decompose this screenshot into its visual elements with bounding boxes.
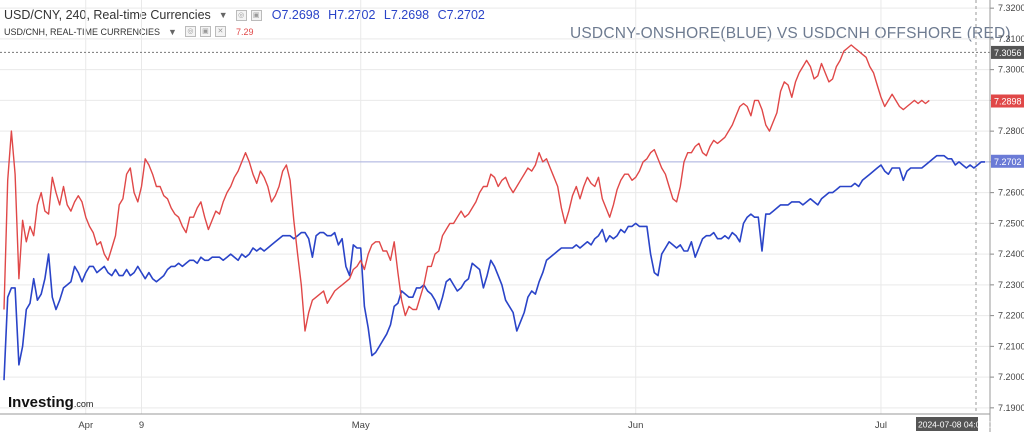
y-tick-label: 7.2800 [998,126,1024,136]
high-value: H7.2702 [328,8,376,22]
crosshair-date-bg [916,417,978,431]
crosshair-date-label: 2024-07-08 04:00:00 [918,420,997,430]
y-tick-label: 7.2000 [998,372,1024,382]
x-tick-label: Jun [628,420,643,431]
y-tick-label: 7.2100 [998,341,1024,351]
y-tick-label: 7.2300 [998,280,1024,290]
usdcnh-last-price-label: 7.2898 [994,97,1022,107]
chart-title: USDCNY-ONSHORE(BLUE) VS USDCNH OFFSHORE … [570,25,1011,42]
comparison-symbol[interactable]: USD/CNH, REAL-TIME CURRENCIES [4,26,161,37]
open-value: O7.2698 [271,8,320,22]
y-tick-label: 7.1900 [998,403,1024,413]
comparison-row: USD/CNH, REAL-TIME CURRENCIES ▼ ◎ ▣ ✕ 7.… [4,26,253,37]
reference-price-label-bg [991,45,1024,59]
close-icon[interactable]: ✕ [214,26,226,37]
hide-icon[interactable]: ▣ [250,9,262,21]
reference-price-label: 7.3056 [994,48,1022,58]
investing-logo: Investing.com [8,394,94,411]
chart-header: USD/CNY, 240, Real-time Currencies ▼ ◎ ▣… [0,0,990,44]
close-value: C7.2702 [437,8,485,22]
settings-icon[interactable]: ◎ [184,26,196,37]
ohlc-values: O7.2698 H7.2702 L7.2698 C7.2702 [272,8,490,22]
series-line-usdcnh [3,44,930,332]
x-tick-label: 9 [139,420,144,431]
comparison-value: 7.29 [235,26,254,37]
symbol-row: USD/CNY, 240, Real-time Currencies ▼ ◎ ▣… [4,8,490,22]
low-value: L7.2698 [383,8,430,22]
usdcny-last-price-label-bg [991,154,1024,168]
x-tick-label: Apr [78,420,93,431]
x-tick-label: May [352,420,370,431]
price-axis: 7.1900 7.2000 7.2100 7.2200 7.2300 7.2400 7.25… [989,0,1024,432]
chevron-down-icon[interactable]: ▼ [168,26,177,37]
y-tick-label: 7.2200 [998,311,1024,321]
y-tick-label: 7.3200 [998,3,1024,13]
y-tick-label: 7.3000 [998,65,1024,75]
series-line-usdcny [3,154,985,381]
y-tick-label: 7.2400 [998,249,1024,259]
y-tick-label: 7.2500 [998,218,1024,228]
y-tick-label: 7.3100 [998,34,1024,44]
y-tick-label: 7.2600 [998,188,1024,198]
x-tick-label: Jul [875,420,887,431]
time-axis: Apr 9 May Jun Jul 2024-07-08 04:00:00 [0,413,997,431]
usdcnh-last-price-label-bg [991,94,1024,108]
settings-icon[interactable]: ◎ [235,9,247,21]
chevron-down-icon[interactable]: ▼ [218,10,228,20]
gridlines [0,0,990,414]
usdcny-last-price-label: 7.2702 [994,157,1022,167]
symbol-title[interactable]: USD/CNY, 240, Real-time Currencies [4,8,211,22]
hide-icon[interactable]: ▣ [199,26,211,37]
reference-line [0,0,990,414]
series-lines [3,44,985,381]
